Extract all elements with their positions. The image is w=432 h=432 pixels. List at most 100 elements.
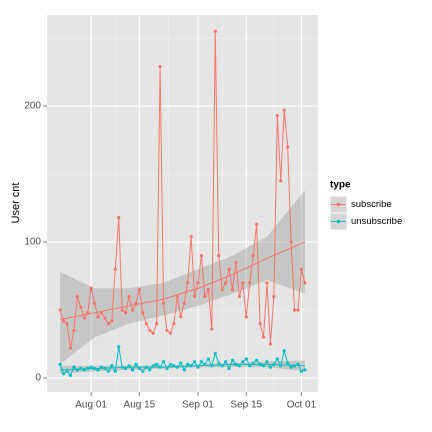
data-point [124,311,128,315]
data-point [72,365,76,369]
data-point [103,316,107,320]
data-point [106,322,110,326]
data-point [127,294,131,299]
data-point [158,65,162,69]
data-point [130,368,135,372]
data-point [148,328,152,333]
legend-point [336,202,341,207]
data-point [189,235,193,239]
data-point [199,254,204,258]
data-point [244,357,248,361]
data-point [192,360,197,364]
data-point [65,322,69,326]
x-tick-label: Aug 15 [124,400,156,411]
data-point [230,358,235,362]
data-point [251,361,255,365]
data-point [268,342,273,346]
data-point [82,316,86,320]
data-point [182,368,186,372]
data-point [137,288,142,292]
data-point [58,362,62,367]
data-point [106,369,110,373]
data-point [175,294,179,299]
data-point [261,335,266,339]
x-tick-label: Aug 01 [75,400,107,411]
x-tick-label: Sep 15 [230,400,262,411]
data-point [213,29,217,33]
data-point [292,308,297,312]
data-point [165,366,169,371]
data-point [303,368,307,372]
data-point [68,346,73,350]
data-point [255,222,259,226]
y-tick-label: 0 [35,373,41,384]
data-point [227,267,231,271]
panel [47,15,318,392]
data-point [196,365,200,369]
data-point [265,360,269,364]
data-point [127,364,131,368]
data-point [65,369,69,373]
legend-point [336,219,341,224]
data-point [199,360,204,364]
data-point [279,179,283,183]
data-point [165,328,169,333]
data-point [206,357,210,361]
data-point [186,362,190,367]
legend-label: unsubscribe [351,216,402,227]
data-point [237,294,241,299]
data-point [155,362,159,367]
confidence-band [60,190,305,365]
data-point [296,308,300,312]
data-point [117,345,121,349]
data-point [186,281,190,285]
data-point [275,357,279,361]
data-point [210,327,214,331]
data-point [217,254,221,258]
data-point [272,294,276,299]
data-point [203,294,207,299]
data-point [286,361,290,365]
data-point [248,364,252,368]
data-point [172,322,176,326]
data-point [179,361,183,365]
data-point [223,281,228,285]
data-point [299,369,304,373]
legend-label: subscribe [351,199,392,210]
data-point [286,145,290,149]
data-point [275,114,279,118]
data-point [261,364,266,368]
data-point [251,254,255,258]
data-point [303,281,307,285]
data-point [237,364,241,368]
data-point [196,281,200,285]
legend-title: type [330,180,351,191]
data-point [282,108,286,112]
y-tick-label: 100 [24,237,41,248]
data-point [227,366,231,371]
data-point [79,305,83,309]
data-point [161,360,166,364]
data-point [206,288,210,292]
data-point [289,240,293,244]
x-tick-label: Oct 01 [287,400,317,411]
data-point [68,373,73,377]
data-point [248,281,252,285]
data-point [244,315,248,319]
smooth-line [60,241,306,321]
data-point [179,315,183,319]
data-point [241,281,245,285]
data-point [168,331,173,335]
data-point [96,315,100,319]
data-point [72,328,76,333]
data-point [258,322,262,326]
data-point [75,294,79,299]
data-point [113,267,117,271]
data-point [282,349,286,353]
data-point [182,301,186,305]
data-point [168,362,173,367]
data-point [117,215,121,220]
data-point [144,322,148,326]
data-point [220,288,224,292]
data-point [137,366,142,371]
